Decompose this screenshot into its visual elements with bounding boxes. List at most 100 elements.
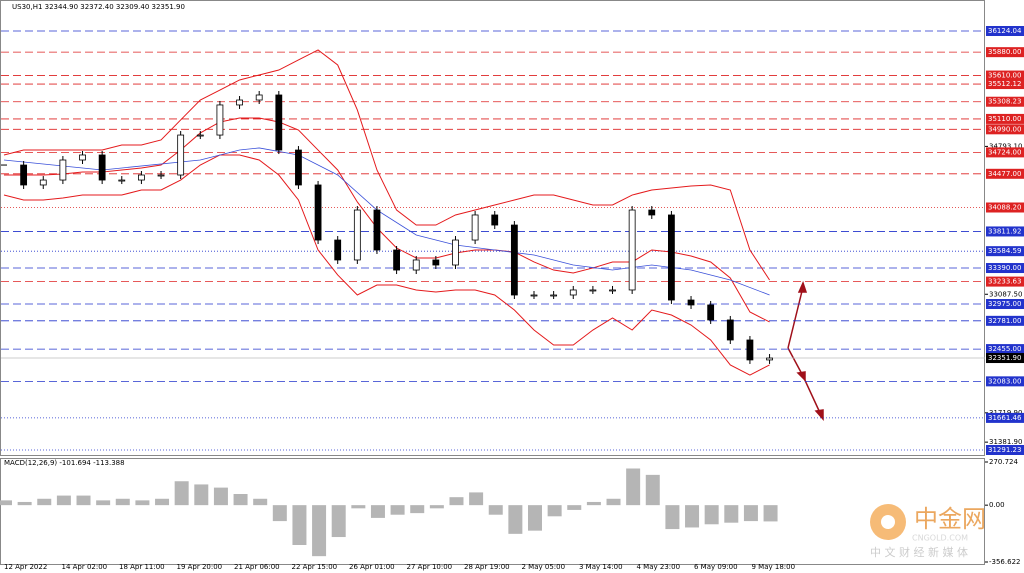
candle-body	[118, 179, 126, 182]
candle-body	[510, 224, 518, 296]
candle-body	[648, 209, 656, 216]
macd-bar	[331, 505, 346, 538]
macd-bar	[213, 487, 228, 506]
level-label: 33584.59	[988, 247, 1021, 255]
macd-bar	[685, 505, 700, 528]
candle-body	[471, 214, 479, 241]
candle-body	[746, 339, 754, 361]
level-label: 35110.00	[988, 115, 1021, 123]
bollinger-band	[3, 154, 770, 376]
level-label: 32781.00	[988, 317, 1021, 325]
main-frame	[0, 0, 985, 456]
macd-bar	[0, 500, 12, 506]
level-label: 34477.00	[988, 170, 1021, 178]
x-tick-label: 9 May 18:00	[752, 563, 796, 571]
level-label: 33390.00	[988, 264, 1021, 272]
level-label-bg	[986, 168, 1024, 179]
candle-body	[295, 149, 302, 186]
candle-body	[491, 214, 499, 226]
level-label-bg	[986, 70, 1024, 81]
watermark-site: CNGOLD.COM	[912, 534, 968, 543]
level-label: 31291.23	[988, 446, 1021, 454]
macd-bar	[17, 501, 32, 506]
x-tick-label: 21 Apr 06:00	[234, 563, 280, 571]
level-label-bg	[986, 147, 1024, 158]
macd-bar	[429, 505, 444, 509]
macd-bar	[743, 505, 758, 522]
candle-body	[452, 239, 459, 266]
candle-body	[138, 174, 145, 181]
level-label: 34990.00	[988, 125, 1021, 133]
level-label-bg	[986, 353, 1024, 364]
x-tick-label: 19 Apr 20:00	[177, 563, 223, 571]
level-label-bg	[986, 202, 1024, 213]
candle-body	[236, 99, 243, 106]
macd-tick-label: 0.00	[989, 501, 1005, 509]
candle-body	[668, 214, 675, 301]
macd-bar	[410, 505, 425, 514]
bollinger-band	[4, 117, 770, 323]
level-label-bg	[986, 444, 1024, 455]
candle-body	[393, 249, 400, 271]
x-tick-label: 18 Apr 11:00	[119, 563, 165, 571]
macd-label: MACD(12,26,9) -101.694 -113.388	[4, 459, 125, 467]
candle-body	[353, 209, 361, 261]
x-tick-label: 3 May 14:00	[579, 563, 623, 571]
macd-bar	[56, 495, 71, 506]
watermark: 中金网 CNGOLD.COM 中 文 财 经 新 媒 体	[870, 504, 986, 559]
level-label: 35880.00	[988, 48, 1021, 56]
macd-bar	[508, 505, 523, 534]
macd-bar	[547, 505, 562, 517]
level-label: 34724.00	[988, 148, 1021, 156]
watermark-logo: 中金网	[914, 505, 986, 533]
level-label-bg	[986, 25, 1024, 36]
watermark-tagline: 中 文 财 经 新 媒 体	[870, 545, 968, 559]
candle-body	[589, 289, 597, 292]
level-label: 35512.12	[988, 80, 1021, 88]
candle-body	[177, 134, 185, 176]
level-label-bg	[986, 124, 1024, 135]
bollinger-band	[3, 49, 770, 281]
macd-bar	[370, 505, 385, 518]
level-label: 32455.00	[988, 345, 1021, 353]
macd-bar	[724, 505, 739, 523]
candle-body	[766, 357, 773, 361]
candle-body	[255, 94, 263, 101]
x-tick-label: 26 Apr 01:00	[349, 563, 395, 571]
macd-bar	[704, 505, 719, 525]
y-tick-label: 31719.90	[989, 409, 1022, 417]
candle-body	[609, 289, 616, 292]
level-label: 33811.92	[988, 227, 1021, 235]
candle-body	[373, 209, 381, 251]
x-tick-label: 14 Apr 02:00	[62, 563, 108, 571]
macd-bar	[567, 505, 582, 510]
candle-body	[196, 134, 204, 137]
macd-bar	[763, 505, 778, 522]
level-label-bg	[986, 263, 1024, 274]
candle-body	[432, 259, 440, 266]
candle-body	[550, 294, 558, 297]
macd-bar	[115, 498, 130, 506]
level-label-bg	[986, 113, 1024, 124]
macd-bar	[469, 492, 484, 506]
macd-bar	[272, 505, 287, 522]
macd-bar	[351, 505, 366, 509]
macd-bar	[606, 498, 621, 506]
candle-body	[59, 159, 67, 181]
level-label-bg	[986, 226, 1024, 237]
macd-bar	[292, 505, 307, 546]
x-tick-label: 2 May 05:00	[522, 563, 566, 571]
candle-body	[314, 184, 322, 241]
level-label: 31661.46	[988, 414, 1022, 422]
candle-body	[216, 104, 224, 136]
y-tick-label: 33087.50	[989, 290, 1022, 298]
level-label: 36124.04	[988, 27, 1022, 35]
level-label-bg	[986, 47, 1024, 58]
macd-tick-label: -356.622	[989, 558, 1020, 566]
macd-bar	[390, 505, 405, 515]
candle-body	[334, 239, 342, 261]
candle-body	[39, 179, 47, 186]
level-label: 32975.00	[988, 300, 1021, 308]
level-label: 32351.90	[988, 354, 1021, 362]
